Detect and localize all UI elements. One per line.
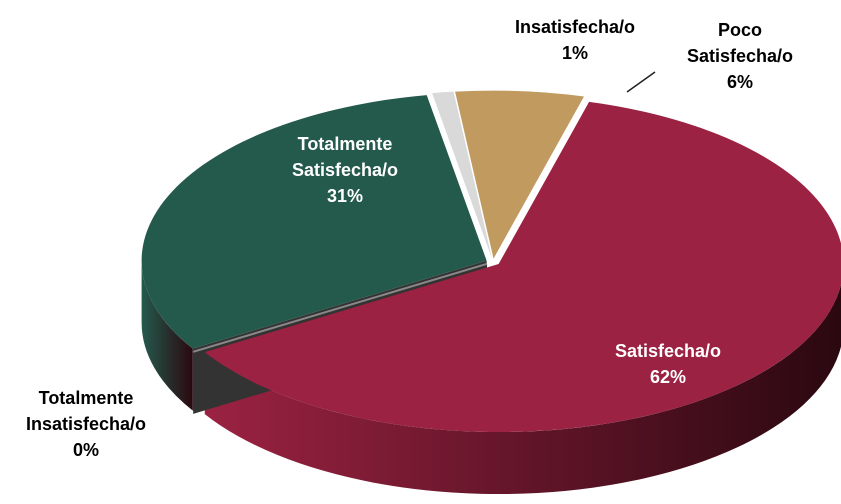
slice: [141, 95, 487, 349]
leader-line: [626, 71, 656, 93]
value-label: 31%: [326, 186, 364, 206]
slice: [204, 101, 841, 433]
category-name: Totalmente Satisfecha/o: [291, 134, 399, 180]
category-name: Totalmente Insatisfecha/o: [25, 388, 147, 434]
category-name: Satisfecha/o: [614, 341, 722, 361]
slice: [455, 90, 584, 259]
slice: [432, 91, 493, 259]
slice-label: Totalmente Satisfecha/o 31%: [280, 131, 410, 209]
slice-side: [204, 284, 841, 495]
value-label: 6%: [726, 72, 753, 92]
category-name: Insatisfecha/o: [514, 17, 636, 37]
category-name: Poco Satisfecha/o: [686, 20, 794, 66]
slice-label: Totalmente Insatisfecha/o 0%: [0, 385, 174, 463]
slice-label: Poco Satisfecha/o 6%: [675, 17, 805, 95]
slice-side: [141, 260, 193, 411]
slice-label: Satisfecha/o 62%: [603, 338, 733, 390]
slice-label: Insatisfecha/o 1%: [475, 14, 675, 66]
value-label: 1%: [561, 43, 588, 63]
value-label: 0%: [72, 440, 99, 460]
value-label: 62%: [649, 367, 687, 387]
